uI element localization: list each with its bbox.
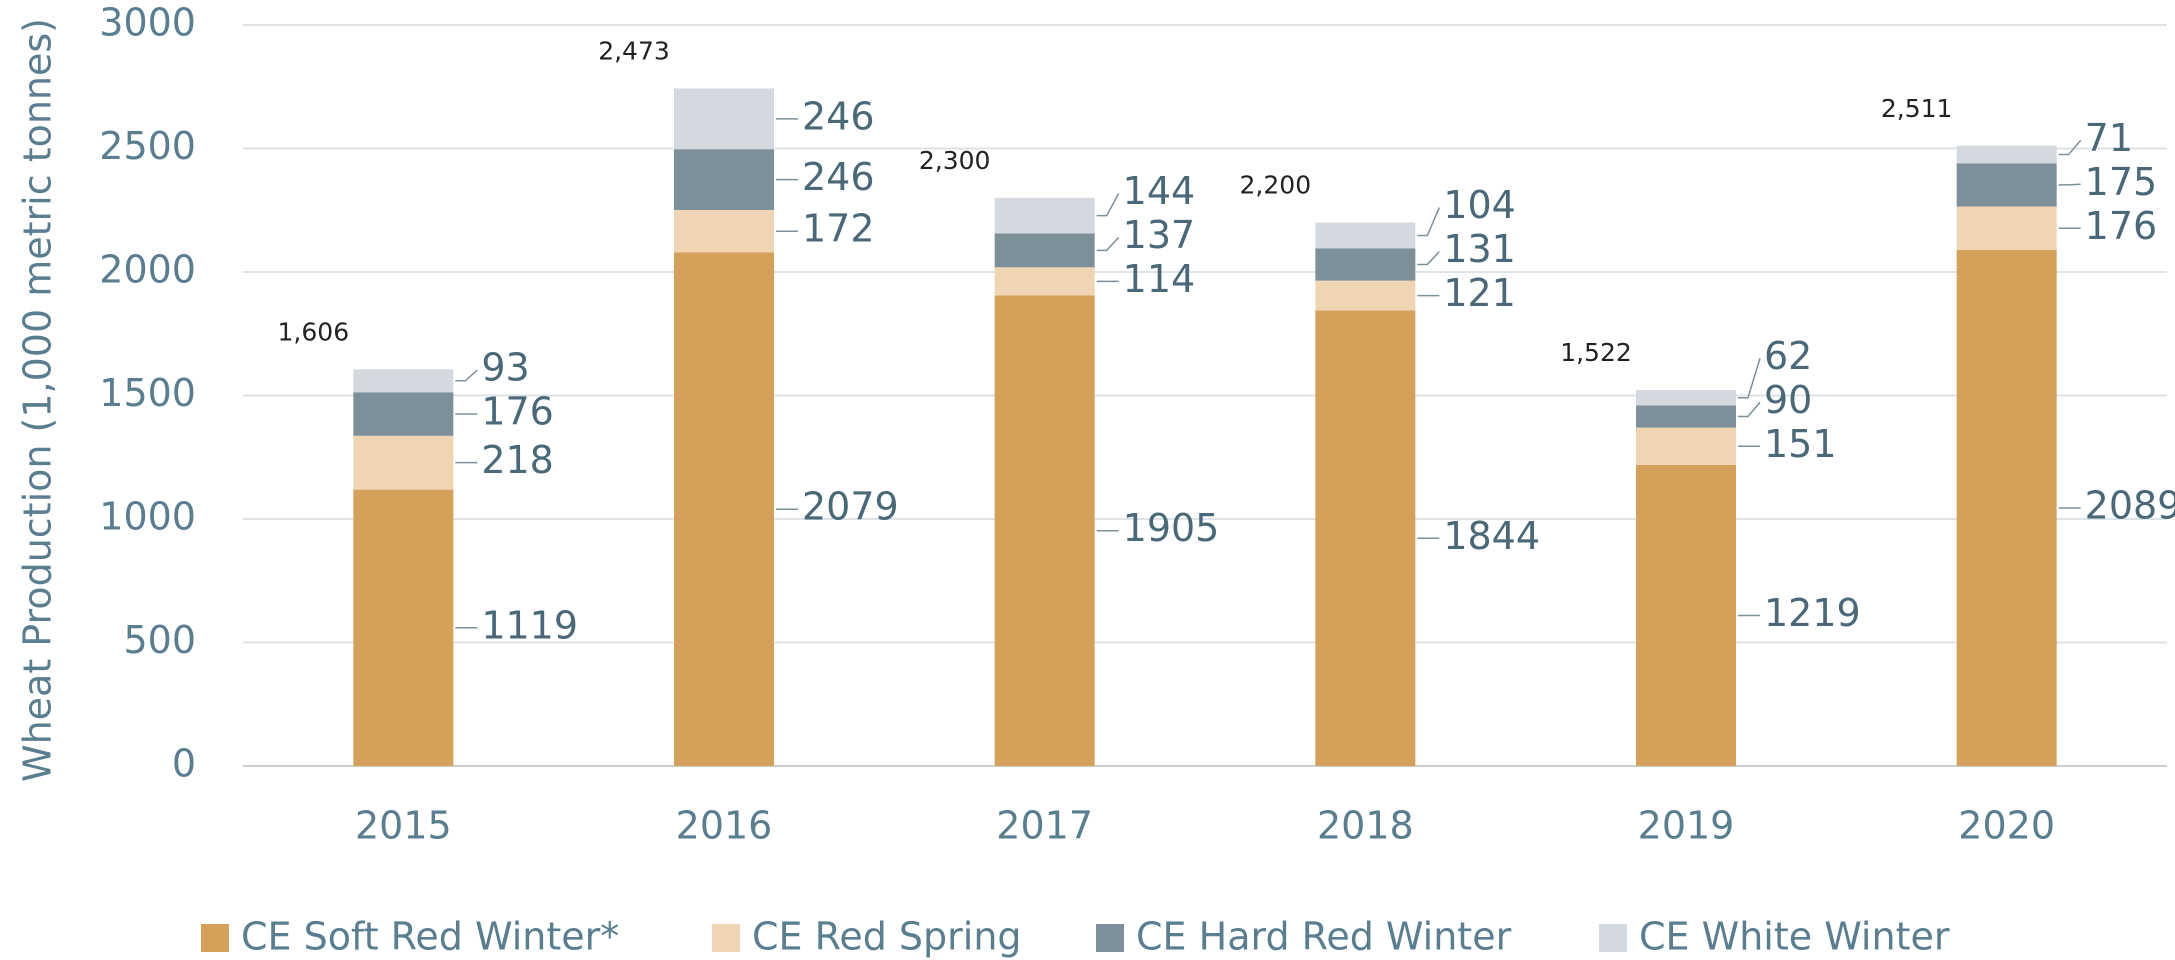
data-label: 1905: [1123, 506, 1220, 550]
y-axis-label: Wheat Production (1,000 metric tonnes): [16, 18, 60, 782]
x-tick-label: 2015: [355, 804, 452, 848]
data-label: 176: [481, 390, 554, 434]
bar-segment: [353, 392, 454, 436]
bar-segment: [994, 233, 1095, 268]
legend-swatch: [712, 924, 740, 952]
bar-segment: [353, 369, 454, 393]
data-label: 218: [481, 438, 554, 482]
legend-label: CE White Winter: [1639, 915, 1950, 959]
leader-line: [1738, 401, 1761, 418]
leader-line: [2058, 183, 2081, 186]
leader-line: [1738, 358, 1761, 399]
x-tick-label: 2020: [1958, 804, 2055, 848]
data-label: 104: [1443, 183, 1516, 227]
data-label: 93: [481, 346, 529, 390]
bar-segment: [1315, 222, 1416, 249]
bar-segment: [1315, 248, 1416, 281]
bar-segment: [1636, 427, 1736, 465]
data-label: 175: [2085, 160, 2158, 204]
leader-line: [1096, 193, 1120, 217]
total-label: 2,200: [1240, 171, 1312, 200]
y-tick-label: 2000: [99, 248, 196, 292]
data-label: 144: [1123, 169, 1196, 213]
legend-label: CE Soft Red Winter*: [241, 915, 619, 959]
y-tick-label: 0: [172, 742, 196, 786]
bar-segment: [1956, 250, 2057, 767]
data-label: 2079: [802, 485, 899, 529]
y-tick-label: 1000: [99, 495, 196, 539]
data-label: 121: [1443, 271, 1516, 315]
x-tick-label: 2019: [1638, 804, 1735, 848]
bar-segment: [994, 197, 1095, 234]
data-label: 62: [1764, 334, 1812, 378]
bar-segment: [1315, 310, 1416, 766]
bar-segment: [1956, 206, 2057, 251]
data-label: 1844: [1443, 514, 1540, 558]
total-label: 1,606: [278, 317, 350, 346]
bar-segment: [994, 295, 1095, 766]
bar-segment: [1636, 405, 1736, 428]
bar-segment: [353, 489, 454, 766]
x-tick-label: 2018: [1317, 804, 1414, 848]
data-label: 1119: [481, 603, 578, 647]
leader-line: [2058, 139, 2082, 156]
data-label: 90: [1764, 378, 1812, 422]
total-label: 2,511: [1881, 94, 1953, 123]
bar-segment: [353, 435, 454, 490]
x-tick-label: 2016: [676, 804, 773, 848]
leader-line: [1417, 207, 1441, 237]
data-label: 71: [2085, 116, 2133, 160]
data-label: 246: [802, 155, 875, 199]
bar-segment: [674, 252, 774, 766]
y-tick-label: 1500: [99, 371, 196, 415]
bar-segment: [994, 267, 1095, 296]
data-label: 176: [2085, 204, 2158, 248]
total-label: 2,300: [919, 146, 991, 175]
data-label: 131: [1443, 227, 1516, 271]
bar-segment: [674, 88, 774, 150]
leader-line: [455, 369, 478, 382]
bar-segment: [674, 149, 774, 211]
y-tick-label: 500: [123, 618, 196, 662]
y-tick-label: 3000: [99, 1, 196, 45]
bar-segment: [1315, 280, 1416, 311]
data-label: 246: [802, 94, 875, 138]
data-label: 151: [1764, 422, 1837, 466]
legend-swatch: [1599, 924, 1627, 952]
bar-segment: [674, 210, 774, 253]
x-tick-label: 2017: [996, 804, 1093, 848]
data-label: 2089: [2085, 484, 2175, 528]
bar-segment: [1956, 145, 2057, 164]
legend-label: CE Hard Red Winter: [1136, 915, 1512, 959]
legend-label: CE Red Spring: [752, 915, 1022, 959]
leader-line: [1417, 251, 1440, 266]
data-label: 172: [802, 207, 875, 251]
legend-swatch: [201, 924, 229, 952]
bar-segment: [1956, 163, 2057, 207]
total-label: 2,473: [598, 36, 670, 65]
bar-segment: [1636, 390, 1736, 406]
bar-segment: [1636, 464, 1736, 766]
data-label: 114: [1123, 257, 1196, 301]
leader-line: [1096, 236, 1120, 252]
legend-swatch: [1096, 924, 1124, 952]
total-label: 1,522: [1560, 338, 1632, 367]
y-tick-label: 2500: [99, 124, 196, 168]
data-label: 1219: [1764, 591, 1861, 635]
data-label: 137: [1123, 213, 1196, 257]
